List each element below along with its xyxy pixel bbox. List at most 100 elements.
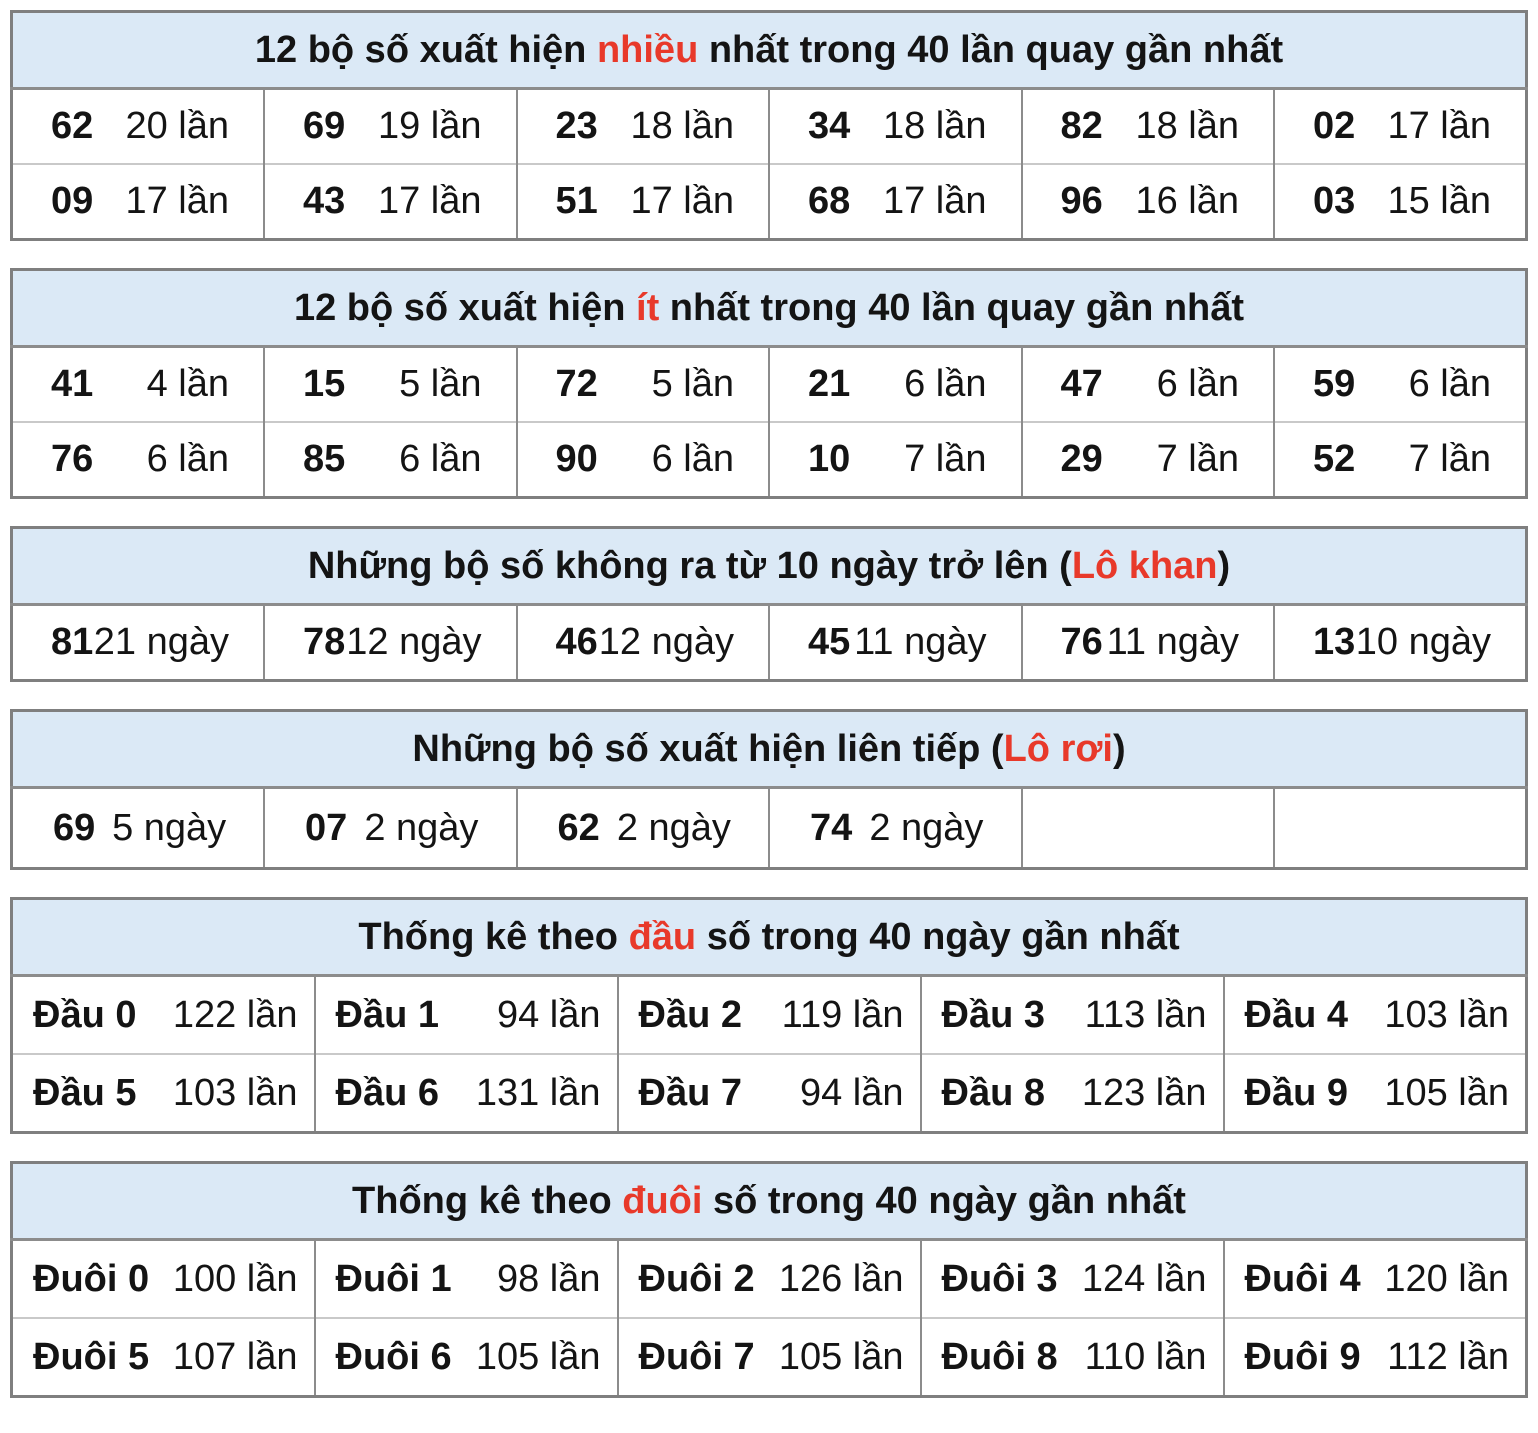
stat-number: Đầu 6	[335, 1071, 439, 1114]
stat-number: Đuôi 2	[638, 1257, 755, 1300]
stat-number: 15	[303, 363, 346, 405]
title-text: Thống kê theo	[358, 915, 629, 958]
stat-count: 6 lần	[1156, 363, 1239, 405]
stat-cell-content: 23 18 lần	[518, 105, 769, 148]
stat-number: Đầu 8	[941, 1071, 1045, 1114]
number-stat-cell: 10 7 lần	[768, 421, 1022, 498]
stats-row: 76 6 lần 85 6 lần 90 6 lần 10 7 lần 29 7 lần 52 7 l…	[11, 421, 1527, 498]
stat-count: 17 lần	[882, 180, 987, 222]
stat-cell-content: 29 7 lần	[1023, 438, 1274, 481]
stat-count: 113 lần	[1084, 993, 1207, 1036]
stat-number: 07	[305, 806, 348, 849]
title-text: 12 bộ số xuất hiện	[254, 28, 597, 71]
number-stat-cell: 47 6 lần	[1020, 346, 1274, 422]
stat-cell-content: 69 5 ngày	[13, 807, 263, 850]
number-stat-cell: 78 12 ngày	[263, 604, 517, 681]
stat-number: Đuôi 3	[941, 1257, 1058, 1300]
stat-count: 103 lần	[1384, 993, 1509, 1036]
stat-number: Đuôi 0	[33, 1257, 150, 1300]
number-stat-cell: Đuôi 9 112 lần	[1222, 1317, 1527, 1397]
stat-number: Đuôi 8	[941, 1335, 1058, 1378]
stat-count: 2 ngày	[364, 806, 479, 849]
stat-number: 69	[303, 105, 346, 147]
stat-cell-content: 96 16 lần	[1023, 180, 1274, 223]
stat-cell-content: Đầu 7 94 lần	[619, 1072, 920, 1115]
stat-cell-content: 02 17 lần	[1275, 105, 1525, 148]
number-stat-cell: Đầu 9 105 lần	[1222, 1053, 1527, 1133]
table-least-frequent: 12 bộ số xuất hiện ít nhất trong 40 lần …	[10, 268, 1528, 499]
stat-number: 76	[51, 438, 94, 480]
number-stat-cell: 09 17 lần	[11, 163, 264, 240]
number-stat-cell: 69 19 lần	[263, 88, 517, 164]
stat-count: 5 lần	[399, 363, 482, 405]
stat-count: 100 lần	[172, 1257, 298, 1300]
stat-number: 02	[1313, 105, 1356, 147]
stat-count: 126 lần	[778, 1257, 904, 1300]
title-text: nhất trong 40 lần quay gần nhất	[659, 286, 1245, 329]
stat-number: Đầu 5	[33, 1071, 137, 1114]
stat-count: 6 lần	[651, 438, 734, 480]
number-stat-cell: 41 4 lần	[12, 347, 265, 423]
stat-cell-content: 90 6 lần	[518, 438, 769, 481]
number-stat-cell: Đầu 4 103 lần	[1222, 975, 1527, 1054]
table-title: Những bộ số xuất hiện liên tiếp (Lô rơi)	[11, 710, 1527, 789]
stat-number: 81	[51, 621, 94, 663]
number-stat-cell: Đầu 2 119 lần	[616, 975, 921, 1054]
stat-number: 10	[808, 438, 851, 480]
stat-number: 74	[810, 806, 853, 849]
stat-cell-content: Đuôi 5 107 lần	[13, 1336, 314, 1379]
number-stat-cell: Đầu 8 123 lần	[919, 1053, 1224, 1133]
stat-number: 23	[555, 105, 598, 147]
number-stat-cell: 46 12 ngày	[515, 604, 769, 681]
stat-number: 62	[557, 806, 600, 849]
stat-cell-content: 85 6 lần	[265, 438, 516, 481]
stat-cell-content: 46 12 ngày	[518, 621, 769, 664]
stat-count: 7 lần	[1408, 438, 1491, 480]
number-stat-cell: 43 17 lần	[263, 163, 517, 240]
stat-number: Đuôi 9	[1244, 1335, 1361, 1378]
number-stat-cell: 90 6 lần	[515, 421, 769, 498]
stat-cell-content: 82 18 lần	[1023, 105, 1274, 148]
number-stat-cell: 21 6 lần	[768, 346, 1022, 422]
stat-number: 13	[1313, 621, 1356, 663]
title-text: số trong 40 ngày gần nhất	[696, 915, 1180, 958]
stat-number: 47	[1060, 363, 1103, 405]
stat-count: 94 lần	[496, 993, 601, 1036]
stat-count: 10 ngày	[1355, 621, 1491, 663]
stat-number: 59	[1313, 363, 1356, 405]
stat-number: Đầu 7	[638, 1071, 742, 1114]
stat-count: 122 lần	[172, 993, 298, 1036]
stat-cell-content: 41 4 lần	[13, 363, 263, 406]
stat-count: 11 ngày	[854, 621, 987, 663]
stat-cell-content: 76 11 ngày	[1023, 621, 1274, 664]
stat-cell-content: 47 6 lần	[1023, 363, 1274, 406]
stat-number: Đầu 3	[941, 993, 1045, 1036]
stat-number: 51	[555, 180, 598, 222]
stat-count: 19 lần	[377, 105, 482, 147]
title-text: Những bộ số không ra từ 10 ngày trở lên …	[307, 544, 1072, 587]
number-stat-cell: 74 2 ngày	[768, 787, 1022, 869]
stats-row: Đầu 5 103 lần Đầu 6 131 lần Đầu 7 94 lần Đầu 8…	[11, 1053, 1527, 1133]
number-stat-cell: Đuôi 7 105 lần	[616, 1317, 921, 1397]
stat-cell-content: 10 7 lần	[770, 438, 1021, 481]
stat-number: 34	[808, 105, 851, 147]
table-lo-roi: Những bộ số xuất hiện liên tiếp (Lô rơi)…	[10, 709, 1528, 870]
title-text: số trong 40 ngày gần nhất	[702, 1179, 1186, 1222]
table-title: Thống kê theo đầu số trong 40 ngày gần n…	[11, 898, 1527, 977]
stat-count: 2 ngày	[616, 806, 731, 849]
title-text: )	[1217, 544, 1231, 587]
stats-row: 62 20 lần 69 19 lần 23 18 lần 34 18 lần 82 18 lần…	[12, 88, 1527, 164]
stat-cell-content: 81 21 ngày	[13, 621, 263, 664]
number-stat-cell: 72 5 lần	[515, 346, 769, 422]
title-accent: nhiều	[596, 28, 699, 71]
stat-number: 46	[555, 621, 598, 663]
stat-number: Đầu 0	[33, 993, 137, 1036]
stat-count: 7 lần	[1156, 438, 1239, 480]
stat-number: Đuôi 1	[335, 1257, 452, 1300]
number-stat-cell: 03 15 lần	[1273, 163, 1527, 240]
table-header-row: Những bộ số xuất hiện liên tiếp (Lô rơi)	[11, 710, 1527, 789]
stat-cell-content: 72 5 lần	[518, 363, 769, 406]
number-stat-cell: Đầu 5 103 lần	[11, 1053, 315, 1133]
stats-row: 09 17 lần 43 17 lần 51 17 lần 68 17 lần 96 16 lần…	[11, 163, 1527, 240]
title-text: Thống kê theo	[352, 1179, 623, 1222]
